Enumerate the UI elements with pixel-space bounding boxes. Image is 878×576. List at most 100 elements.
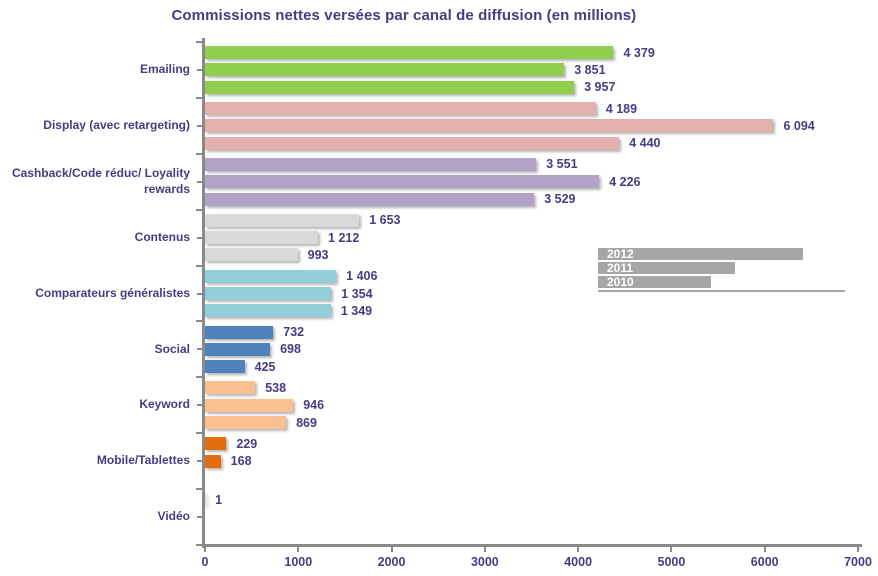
x-tick bbox=[577, 547, 580, 552]
y-tick-center bbox=[197, 460, 202, 463]
value-label: 3 529 bbox=[544, 192, 576, 207]
bar-slot: 6 094 bbox=[205, 117, 858, 134]
x-tick bbox=[204, 547, 206, 552]
bar-2012 bbox=[205, 46, 614, 60]
legend-baseline bbox=[598, 290, 845, 292]
bar-slot: 229 bbox=[205, 435, 858, 452]
value-label: 4 440 bbox=[629, 136, 661, 151]
bar-group: 3 551 4 226 3 529 bbox=[205, 154, 858, 210]
bar-2010 bbox=[205, 360, 245, 374]
value-label: 1 349 bbox=[340, 303, 373, 318]
y-tick-boundary bbox=[196, 376, 203, 379]
y-tick-boundary bbox=[196, 96, 203, 99]
y-tick-boundary bbox=[196, 152, 203, 155]
bar-2010 bbox=[205, 248, 298, 262]
legend-item-2012: 2012 bbox=[598, 248, 803, 260]
category-label: Keyword bbox=[139, 397, 190, 412]
y-tick-boundary bbox=[196, 544, 203, 546]
category-label: Emailing bbox=[139, 62, 190, 77]
bar-slot: 4 189 bbox=[205, 100, 858, 117]
bar-slot: 4 440 bbox=[205, 134, 858, 151]
value-label: 869 bbox=[296, 415, 317, 430]
bar-2010 bbox=[205, 80, 575, 94]
bar-2010 bbox=[205, 304, 331, 318]
category-label: Cashback/Code réduc/ Loyality rewards bbox=[11, 166, 190, 196]
value-label: 4 226 bbox=[609, 174, 641, 189]
bar-group: 732 698 425 bbox=[205, 321, 858, 377]
value-label: 4 189 bbox=[605, 101, 638, 116]
category-label: Contenus bbox=[134, 229, 190, 244]
y-tick-boundary bbox=[196, 488, 203, 491]
bar-slot: 1 bbox=[205, 491, 858, 508]
bar-2012 bbox=[205, 381, 256, 395]
value-label: 946 bbox=[303, 398, 325, 413]
y-tick-center bbox=[197, 236, 202, 239]
y-tick-center bbox=[197, 124, 202, 127]
value-label: 3 851 bbox=[574, 62, 606, 77]
legend-item-2011: 2011 bbox=[598, 262, 735, 274]
bar-group: 1 406 1 354 1 349 bbox=[205, 266, 858, 322]
bar-slot: 4 226 bbox=[205, 173, 858, 190]
category-label: Mobile/Tablettes bbox=[96, 453, 190, 468]
y-tick-boundary bbox=[196, 264, 203, 267]
x-axis-label: 2000 bbox=[377, 555, 406, 569]
bar-slot: 698 bbox=[205, 341, 858, 358]
x-tick bbox=[857, 547, 859, 552]
y-axis-line bbox=[202, 38, 205, 548]
y-tick-center bbox=[197, 68, 202, 71]
value-label: 168 bbox=[230, 454, 252, 469]
x-axis-label: 6000 bbox=[750, 555, 779, 569]
y-tick-center bbox=[197, 180, 202, 183]
bar-slot bbox=[205, 470, 858, 487]
bar-2012 bbox=[205, 269, 337, 283]
category-label: Comparateurs généralistes bbox=[35, 285, 190, 300]
x-axis-label: 0 bbox=[201, 555, 209, 569]
bar-group: 4 379 3 851 3 957 bbox=[205, 42, 858, 98]
value-label: 425 bbox=[254, 359, 276, 374]
y-tick-center bbox=[197, 292, 202, 295]
bar-2012 bbox=[205, 157, 537, 171]
bar-slot: 168 bbox=[205, 453, 858, 470]
y-tick-center bbox=[197, 516, 202, 519]
y-tick-boundary bbox=[196, 41, 203, 43]
bar-2012 bbox=[205, 437, 227, 451]
bar-slot: 3 529 bbox=[205, 190, 858, 207]
y-tick-boundary bbox=[196, 432, 203, 435]
bar-slot: 425 bbox=[205, 358, 858, 375]
value-label: 3 551 bbox=[546, 157, 578, 172]
bar-slot: 869 bbox=[205, 414, 858, 431]
bar-group: 1 653 1 212 993 bbox=[205, 210, 858, 266]
bar-slot: 1 354 bbox=[205, 285, 858, 302]
chart-title: Commissions nettes versées par canal de … bbox=[171, 7, 637, 24]
value-label: 1 212 bbox=[328, 230, 360, 245]
bar-2011 bbox=[205, 231, 319, 245]
bar-2011 bbox=[205, 342, 271, 356]
x-axis-label: 1000 bbox=[284, 555, 313, 569]
bar-group: 229 168 bbox=[205, 433, 858, 489]
bar-2011 bbox=[205, 398, 294, 412]
category-labels: Emailing Display (avec retargeting) Cashba… bbox=[0, 42, 197, 545]
bar-slot: 3 551 bbox=[205, 156, 858, 173]
x-axis-label: 5000 bbox=[657, 555, 686, 569]
bar-2011 bbox=[205, 175, 600, 189]
x-tick bbox=[390, 547, 393, 552]
bar-slot: 3 851 bbox=[205, 61, 858, 78]
value-label: 4 379 bbox=[623, 45, 655, 60]
bar-2011 bbox=[205, 287, 332, 300]
bar-2012 bbox=[205, 325, 274, 339]
bar-slot: 538 bbox=[205, 379, 858, 396]
bar-slot: 732 bbox=[205, 323, 858, 340]
category-label: Vidéo bbox=[157, 509, 190, 524]
value-label: 538 bbox=[265, 380, 287, 395]
bar-slot bbox=[205, 508, 858, 525]
x-axis-label: 3000 bbox=[470, 555, 499, 569]
value-label: 1 bbox=[215, 492, 223, 507]
x-tick bbox=[763, 547, 766, 552]
bar-slot bbox=[205, 526, 858, 543]
value-label: 993 bbox=[307, 247, 329, 262]
bar-2012 bbox=[205, 213, 360, 227]
y-tick-boundary bbox=[196, 320, 203, 323]
value-label: 732 bbox=[283, 325, 305, 340]
bar-slot: 993 bbox=[205, 246, 858, 263]
